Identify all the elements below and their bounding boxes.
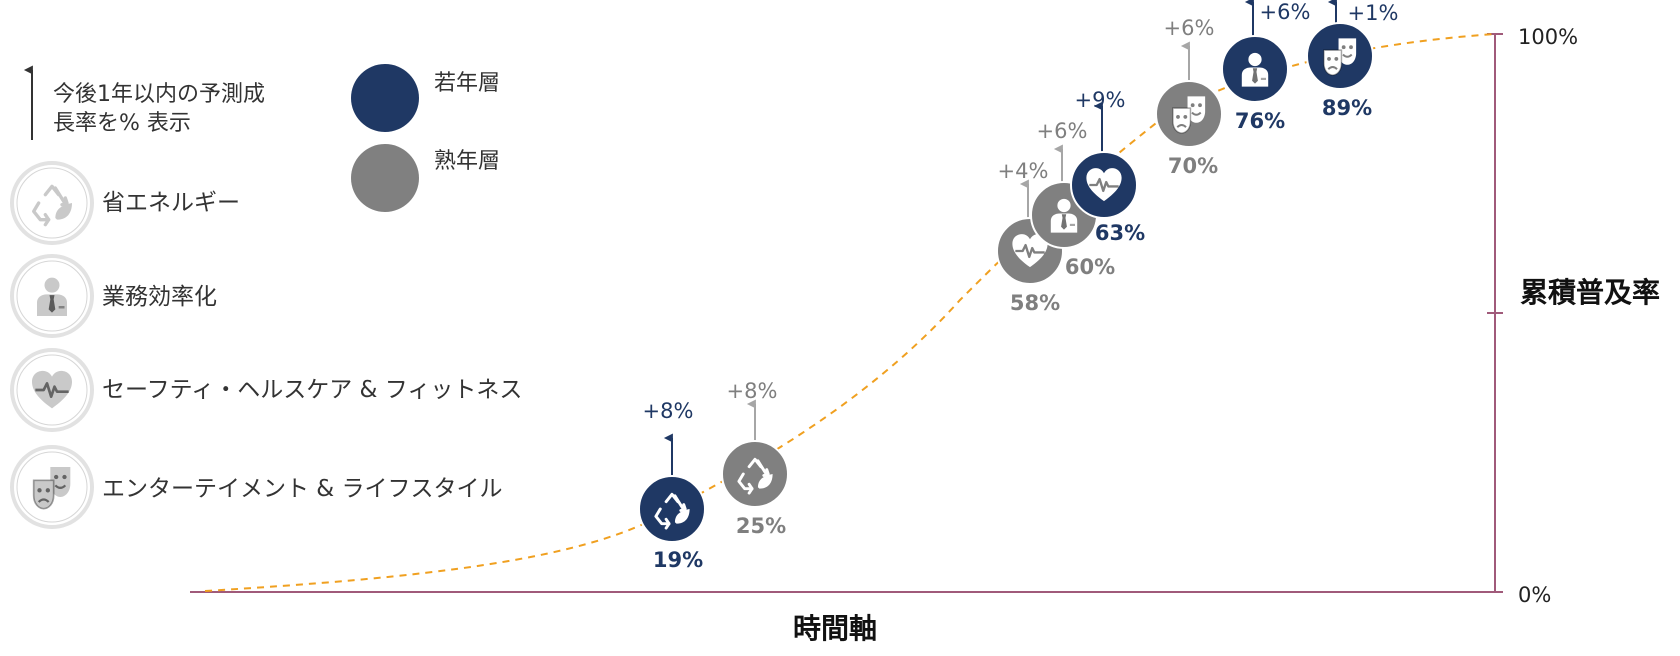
value-label: 25% xyxy=(736,514,786,538)
legend-category-efficiency-label: 業務効率化 xyxy=(102,284,217,310)
growth-label: +4% xyxy=(998,159,1049,183)
growth-label: +6% xyxy=(1164,16,1215,40)
data-points: +8% 19% +8% 25% +4% 58% +6% 60% +9% 63% +6% 70% +6% 7… xyxy=(638,0,1399,572)
data-point-young-businessman: +6% 76% xyxy=(1221,0,1311,133)
value-label: 70% xyxy=(1168,154,1218,178)
growth-label: +8% xyxy=(643,399,694,423)
data-point-marker xyxy=(638,475,706,543)
legend-category-health: セーフティ・ヘルスケア & フィットネス xyxy=(10,348,522,432)
data-point-senior-recycle-leaf: +8% 25% xyxy=(721,379,789,538)
legend-category-energy-label: 省エネルギー xyxy=(102,190,240,216)
legend-senior-swatch xyxy=(351,144,419,212)
value-label: 19% xyxy=(653,548,703,572)
legend-category-energy: 省エネルギー xyxy=(10,161,240,245)
legend-young-label: 若年層 xyxy=(434,71,500,96)
y-tick-label-100: 100% xyxy=(1518,25,1578,49)
y-axis-label: 累積普及率 xyxy=(1520,276,1660,309)
data-point-senior-theater-masks: +6% 70% xyxy=(1155,16,1223,178)
growth-label: +9% xyxy=(1075,88,1126,112)
legend-category-health-label: セーフティ・ヘルスケア & フィットネス xyxy=(102,377,522,403)
data-point-marker xyxy=(721,440,789,508)
legend-category-efficiency: 業務効率化 xyxy=(10,254,217,338)
value-label: 76% xyxy=(1235,109,1285,133)
data-point-young-recycle-leaf: +8% 19% xyxy=(638,399,706,572)
legend-category-entertainment-label: エンターテイメント & ライフスタイル xyxy=(102,476,503,502)
trend-curve xyxy=(204,33,1496,592)
data-point-young-theater-masks: +1% 89% xyxy=(1306,0,1399,120)
y-tick-label-0: 0% xyxy=(1518,583,1551,607)
x-axis-label: 時間軸 xyxy=(793,612,877,645)
value-label: 60% xyxy=(1065,255,1115,279)
legend-growth-note-line-2: 長率を% 表示 xyxy=(53,111,191,136)
growth-label: +1% xyxy=(1348,1,1399,25)
legend-senior-label: 熟年層 xyxy=(434,149,500,174)
growth-label: +8% xyxy=(727,379,778,403)
legend-growth-note-line-1: 今後1年以内の予測成 xyxy=(53,82,265,107)
data-point-young-heart-pulse: +9% 63% xyxy=(1070,88,1145,245)
value-label: 58% xyxy=(1010,291,1060,315)
growth-label: +6% xyxy=(1037,119,1088,143)
legend-category-entertainment: エンターテイメント & ライフスタイル xyxy=(10,445,503,529)
legend-young-swatch xyxy=(351,64,419,132)
value-label: 89% xyxy=(1322,96,1372,120)
value-label: 63% xyxy=(1095,221,1145,245)
growth-label: +6% xyxy=(1260,0,1311,24)
